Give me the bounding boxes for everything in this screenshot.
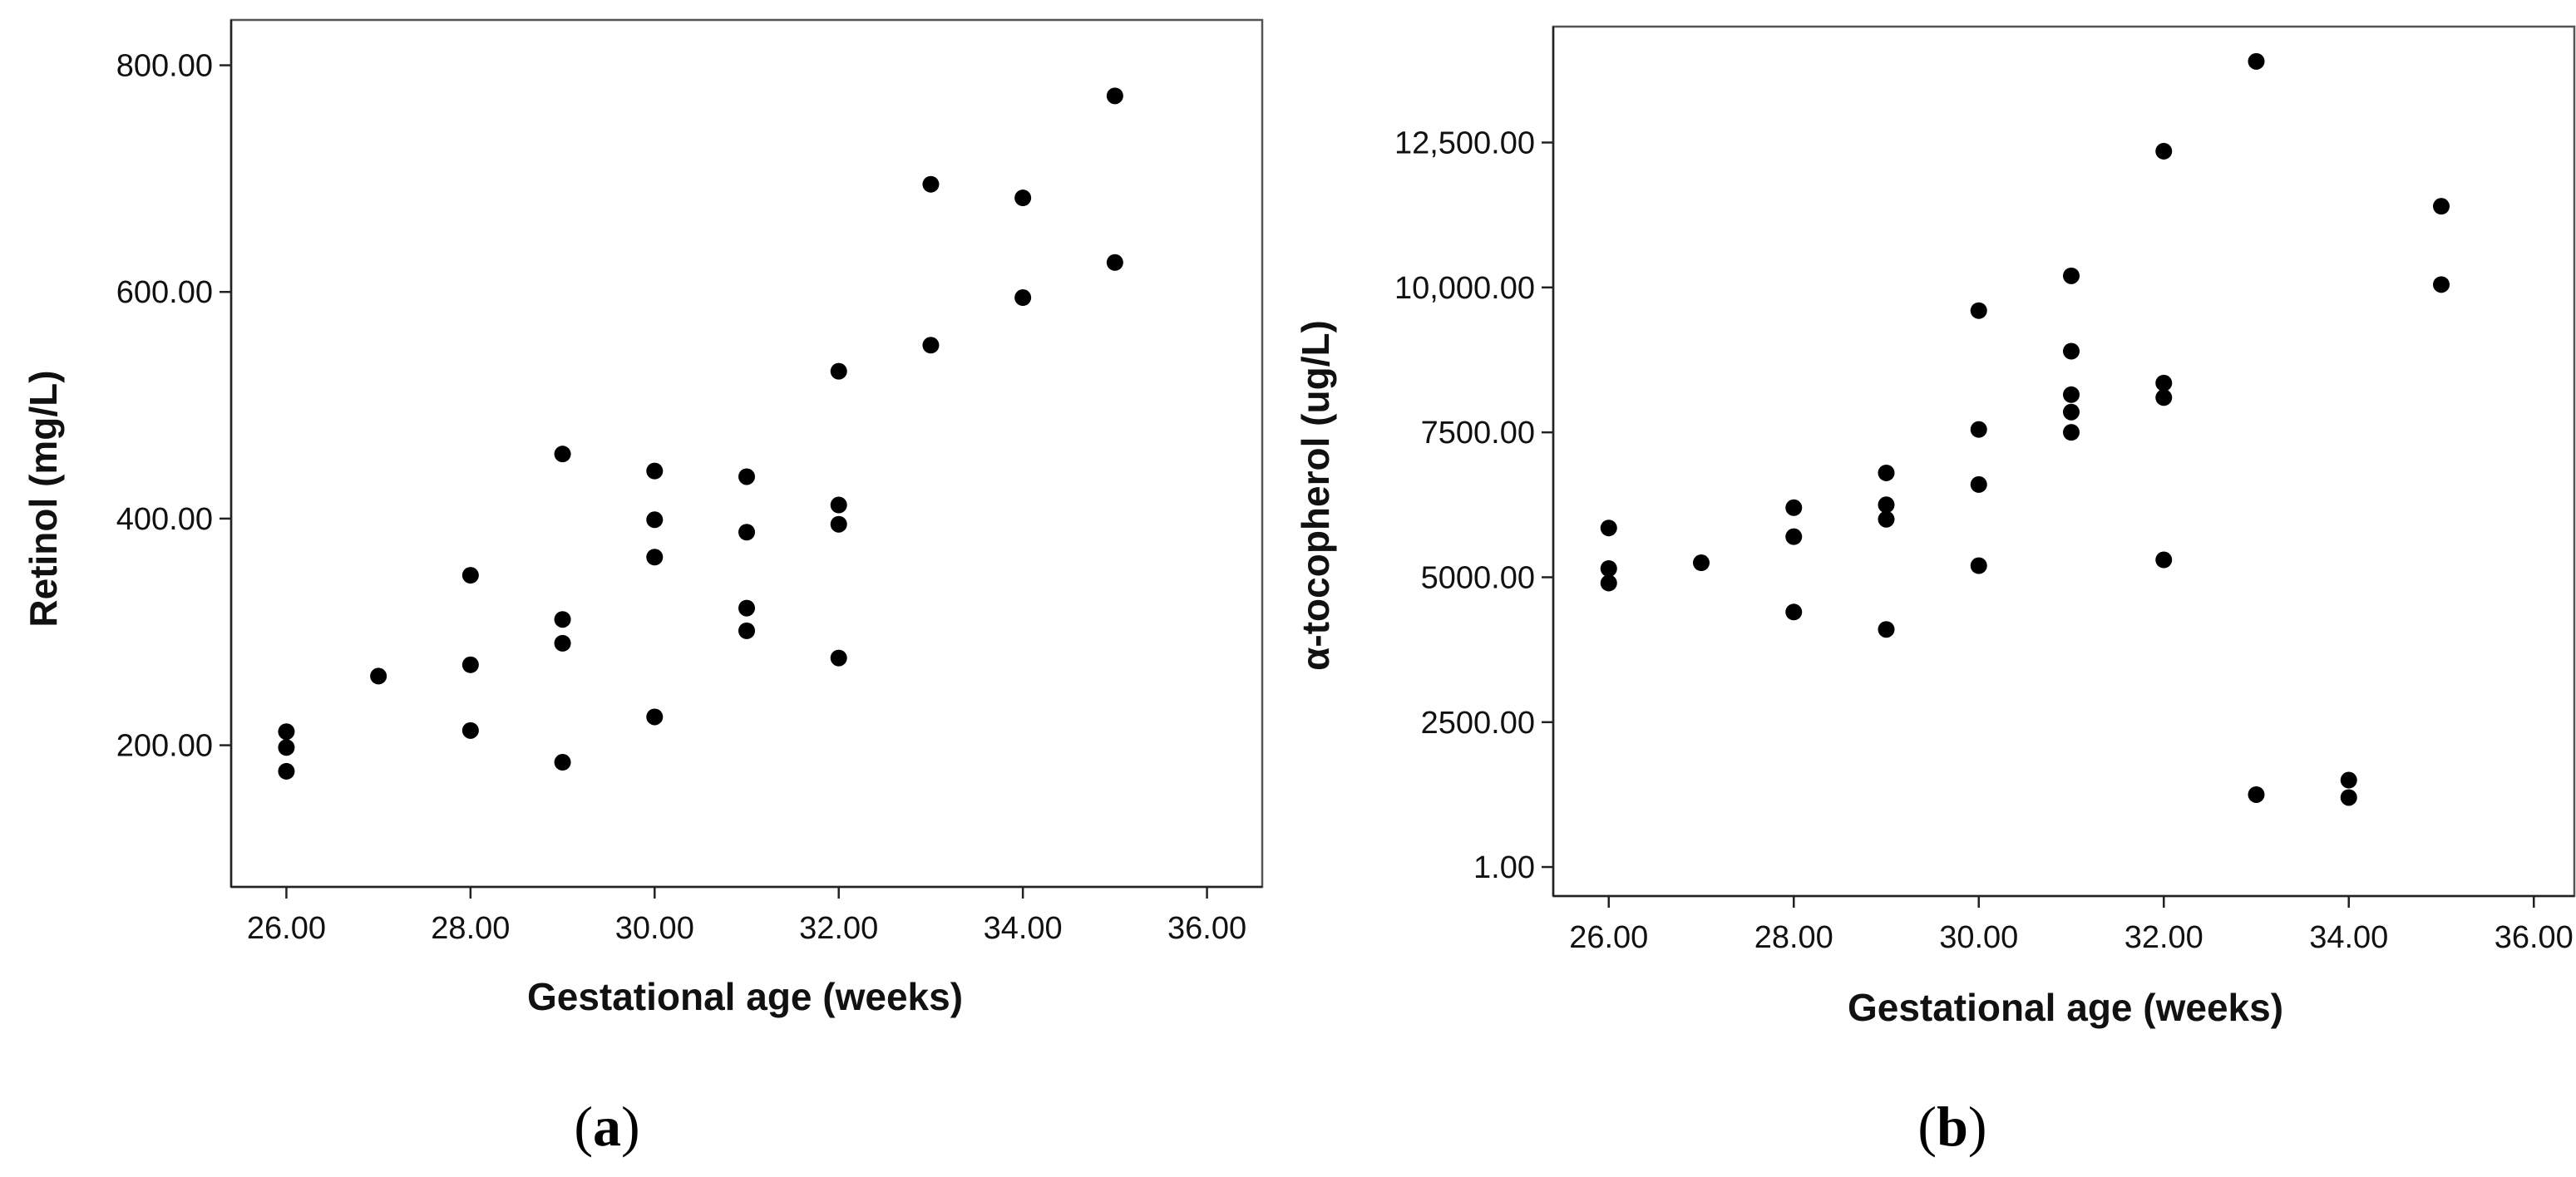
data-point: [1785, 528, 1803, 545]
x-tick-label: 30.00: [615, 911, 694, 946]
data-point: [2063, 424, 2080, 441]
panel-label-close-paren: ): [621, 1095, 640, 1158]
data-point: [278, 739, 295, 756]
data-point: [738, 599, 755, 617]
data-point: [1106, 87, 1123, 105]
data-point: [554, 754, 571, 771]
x-tick-label: 36.00: [1167, 911, 1246, 946]
data-point: [1970, 557, 1987, 574]
panel-label-letter: b: [1937, 1095, 1968, 1158]
data-point: [922, 337, 940, 354]
data-point: [922, 175, 940, 193]
data-point: [370, 667, 387, 685]
data-point: [2063, 267, 2080, 284]
x-tick-label: 30.00: [1939, 920, 2018, 955]
data-point: [2340, 771, 2357, 789]
data-point: [646, 708, 664, 726]
data-point: [461, 567, 479, 584]
data-point: [2248, 785, 2265, 803]
data-point: [1693, 554, 1710, 572]
data-point: [1785, 603, 1803, 621]
y-axis-title: α-tocopherol (ug/L): [1294, 320, 1337, 671]
plot-frame: [229, 18, 1264, 889]
y-tick-label: 12,500.00: [1394, 126, 1535, 160]
data-point: [554, 611, 571, 628]
data-point: [2155, 142, 2173, 160]
data-point: [1600, 574, 1617, 592]
x-tick-label: 34.00: [984, 911, 1063, 946]
data-point: [2063, 386, 2080, 403]
y-tick-label: 2500.00: [1421, 706, 1535, 741]
data-point: [1970, 302, 1987, 319]
data-point: [830, 649, 847, 667]
chart-panel-a: 200.00 400.00 600.00 800.00 26.00 28.00 30.00 3…: [22, 18, 1264, 1158]
data-point: [1878, 464, 1895, 481]
x-tick-label: 28.00: [431, 911, 510, 946]
data-point: [2063, 342, 2080, 360]
data-point: [738, 622, 755, 639]
plot-frame: [1552, 25, 2576, 898]
data-point: [1785, 499, 1803, 516]
data-point: [646, 462, 664, 480]
y-tick-label: 800.00: [116, 49, 213, 84]
y-tick-label: 1.00: [1473, 850, 1535, 885]
data-point: [2340, 789, 2357, 806]
data-point: [461, 656, 479, 673]
data-point: [646, 511, 664, 529]
data-point: [738, 524, 755, 541]
data-point: [278, 762, 295, 780]
data-point: [1878, 496, 1895, 514]
data-point: [554, 634, 571, 652]
data-point: [2155, 551, 2173, 569]
data-point: [554, 446, 571, 463]
data-point: [646, 549, 664, 566]
panel-label-close-paren: ): [1968, 1095, 1987, 1158]
data-point: [738, 468, 755, 485]
data-point: [1014, 190, 1032, 207]
x-tick-label: 32.00: [2124, 920, 2203, 955]
data-point: [1970, 421, 1987, 438]
data-point: [2155, 389, 2173, 406]
panel-label-letter: a: [593, 1095, 621, 1158]
y-tick-label: 10,000.00: [1394, 271, 1535, 306]
x-tick-label: 26.00: [1569, 920, 1648, 955]
data-point: [1878, 510, 1895, 528]
data-point: [1878, 621, 1895, 638]
data-point: [2248, 52, 2265, 70]
y-tick-label: 600.00: [116, 275, 213, 310]
y-axis-title: Retinol (mg/L): [22, 370, 65, 627]
data-point: [830, 362, 847, 380]
x-tick-label: 28.00: [1754, 920, 1833, 955]
x-axis-title: Gestational age (weeks): [527, 975, 963, 1018]
data-point: [2155, 374, 2173, 392]
data-point: [278, 723, 295, 741]
data-point: [2063, 403, 2080, 421]
x-tick-label: 32.00: [799, 911, 878, 946]
data-point: [1600, 560, 1617, 578]
data-point: [1600, 520, 1617, 537]
y-tick-label: 400.00: [116, 502, 213, 537]
data-point: [1970, 475, 1987, 493]
panel-label-open-paren: (: [574, 1095, 593, 1158]
y-tick-label: 7500.00: [1421, 416, 1535, 451]
data-point: [2433, 198, 2450, 215]
panel-label-open-paren: (: [1917, 1095, 1937, 1158]
data-point: [1106, 254, 1123, 271]
data-point: [830, 496, 847, 514]
x-tick-label: 36.00: [2495, 920, 2574, 955]
data-point: [461, 721, 479, 739]
x-tick-label: 34.00: [2309, 920, 2388, 955]
y-tick-label: 5000.00: [1421, 560, 1535, 595]
panel-label: (a): [574, 1095, 639, 1158]
y-tick-label: 200.00: [116, 729, 213, 764]
data-point: [2433, 276, 2450, 293]
panel-label: (b): [1917, 1095, 1986, 1158]
x-tick-label: 26.00: [247, 911, 326, 946]
data-point: [830, 515, 847, 533]
x-axis-title: Gestational age (weeks): [1848, 986, 2283, 1029]
chart-panel-b: 1.00 2500.00 5000.00 7500.00 10,000.00 12,500…: [1294, 25, 2576, 1158]
data-point: [1014, 289, 1032, 307]
